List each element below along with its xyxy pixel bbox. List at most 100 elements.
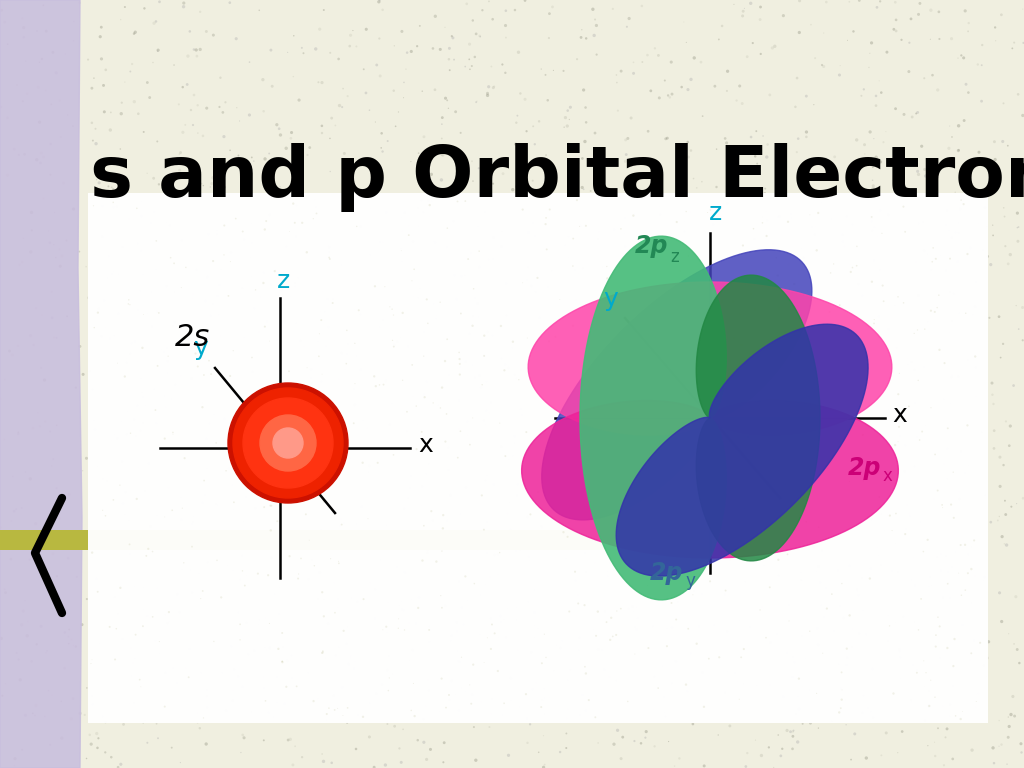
Point	[239, 467, 255, 479]
Point	[474, 489, 490, 502]
Point	[403, 45, 420, 58]
Point	[199, 102, 215, 114]
Point	[164, 742, 180, 754]
Point	[923, 674, 939, 687]
Point	[604, 486, 621, 498]
Point	[547, 413, 563, 425]
Point	[287, 406, 303, 418]
Point	[25, 707, 41, 720]
Point	[470, 310, 486, 323]
Point	[941, 142, 957, 154]
Point	[802, 717, 818, 730]
Point	[745, 223, 762, 235]
Point	[294, 449, 310, 462]
Point	[87, 423, 103, 435]
Point	[459, 415, 475, 428]
Point	[1000, 258, 1017, 270]
Point	[150, 359, 166, 372]
Point	[221, 0, 238, 8]
Point	[856, 684, 872, 697]
Point	[668, 655, 684, 667]
Point	[887, 0, 903, 8]
Point	[538, 218, 554, 230]
Point	[313, 127, 330, 139]
Text: 2p: 2p	[635, 234, 669, 258]
Point	[952, 713, 969, 725]
Point	[240, 390, 256, 402]
Point	[805, 541, 821, 553]
Point	[285, 759, 301, 768]
Point	[664, 621, 680, 634]
Point	[452, 353, 468, 366]
Point	[326, 690, 342, 702]
Point	[378, 519, 394, 531]
Point	[547, 328, 563, 340]
Point	[86, 322, 102, 334]
Point	[702, 577, 719, 589]
Point	[597, 433, 613, 445]
Point	[522, 508, 539, 521]
Point	[9, 79, 26, 91]
Point	[694, 110, 711, 122]
Point	[868, 151, 885, 164]
Point	[536, 683, 552, 695]
Point	[285, 71, 301, 83]
Point	[247, 502, 263, 515]
Point	[577, 599, 593, 611]
Point	[495, 709, 511, 721]
Point	[503, 694, 519, 707]
Point	[367, 583, 383, 595]
Point	[204, 177, 220, 190]
Point	[617, 134, 634, 146]
Point	[311, 566, 328, 578]
Point	[821, 299, 838, 311]
Point	[627, 648, 643, 660]
Point	[786, 656, 803, 668]
Point	[587, 127, 603, 139]
Point	[845, 623, 861, 635]
Point	[117, 1, 133, 13]
Point	[918, 667, 934, 679]
Point	[680, 406, 696, 419]
Point	[976, 574, 992, 587]
Point	[952, 539, 969, 551]
Point	[243, 490, 259, 502]
Point	[1009, 498, 1024, 510]
Point	[1013, 154, 1024, 166]
Point	[355, 63, 372, 75]
Point	[920, 534, 936, 546]
Point	[404, 390, 421, 402]
Point	[94, 504, 111, 516]
Point	[105, 494, 122, 506]
Point	[829, 529, 846, 541]
Point	[446, 269, 463, 281]
Point	[937, 731, 953, 743]
Point	[199, 25, 215, 38]
Point	[916, 164, 933, 176]
Point	[578, 220, 594, 232]
Point	[479, 516, 496, 528]
Point	[903, 697, 920, 709]
Point	[874, 280, 891, 292]
Point	[97, 64, 114, 76]
Point	[406, 677, 422, 690]
Point	[314, 286, 331, 298]
Point	[863, 453, 880, 465]
Point	[439, 222, 456, 234]
Point	[449, 625, 465, 637]
Point	[216, 220, 232, 232]
Point	[608, 440, 625, 452]
Point	[880, 509, 896, 521]
Point	[590, 737, 606, 749]
Point	[231, 634, 248, 646]
Point	[440, 689, 457, 701]
Point	[639, 396, 655, 409]
Point	[99, 475, 116, 487]
Point	[618, 148, 635, 161]
Point	[910, 168, 927, 180]
Point	[322, 253, 338, 265]
Point	[783, 212, 800, 224]
Point	[742, 288, 759, 300]
Point	[817, 582, 834, 594]
Point	[94, 472, 111, 485]
